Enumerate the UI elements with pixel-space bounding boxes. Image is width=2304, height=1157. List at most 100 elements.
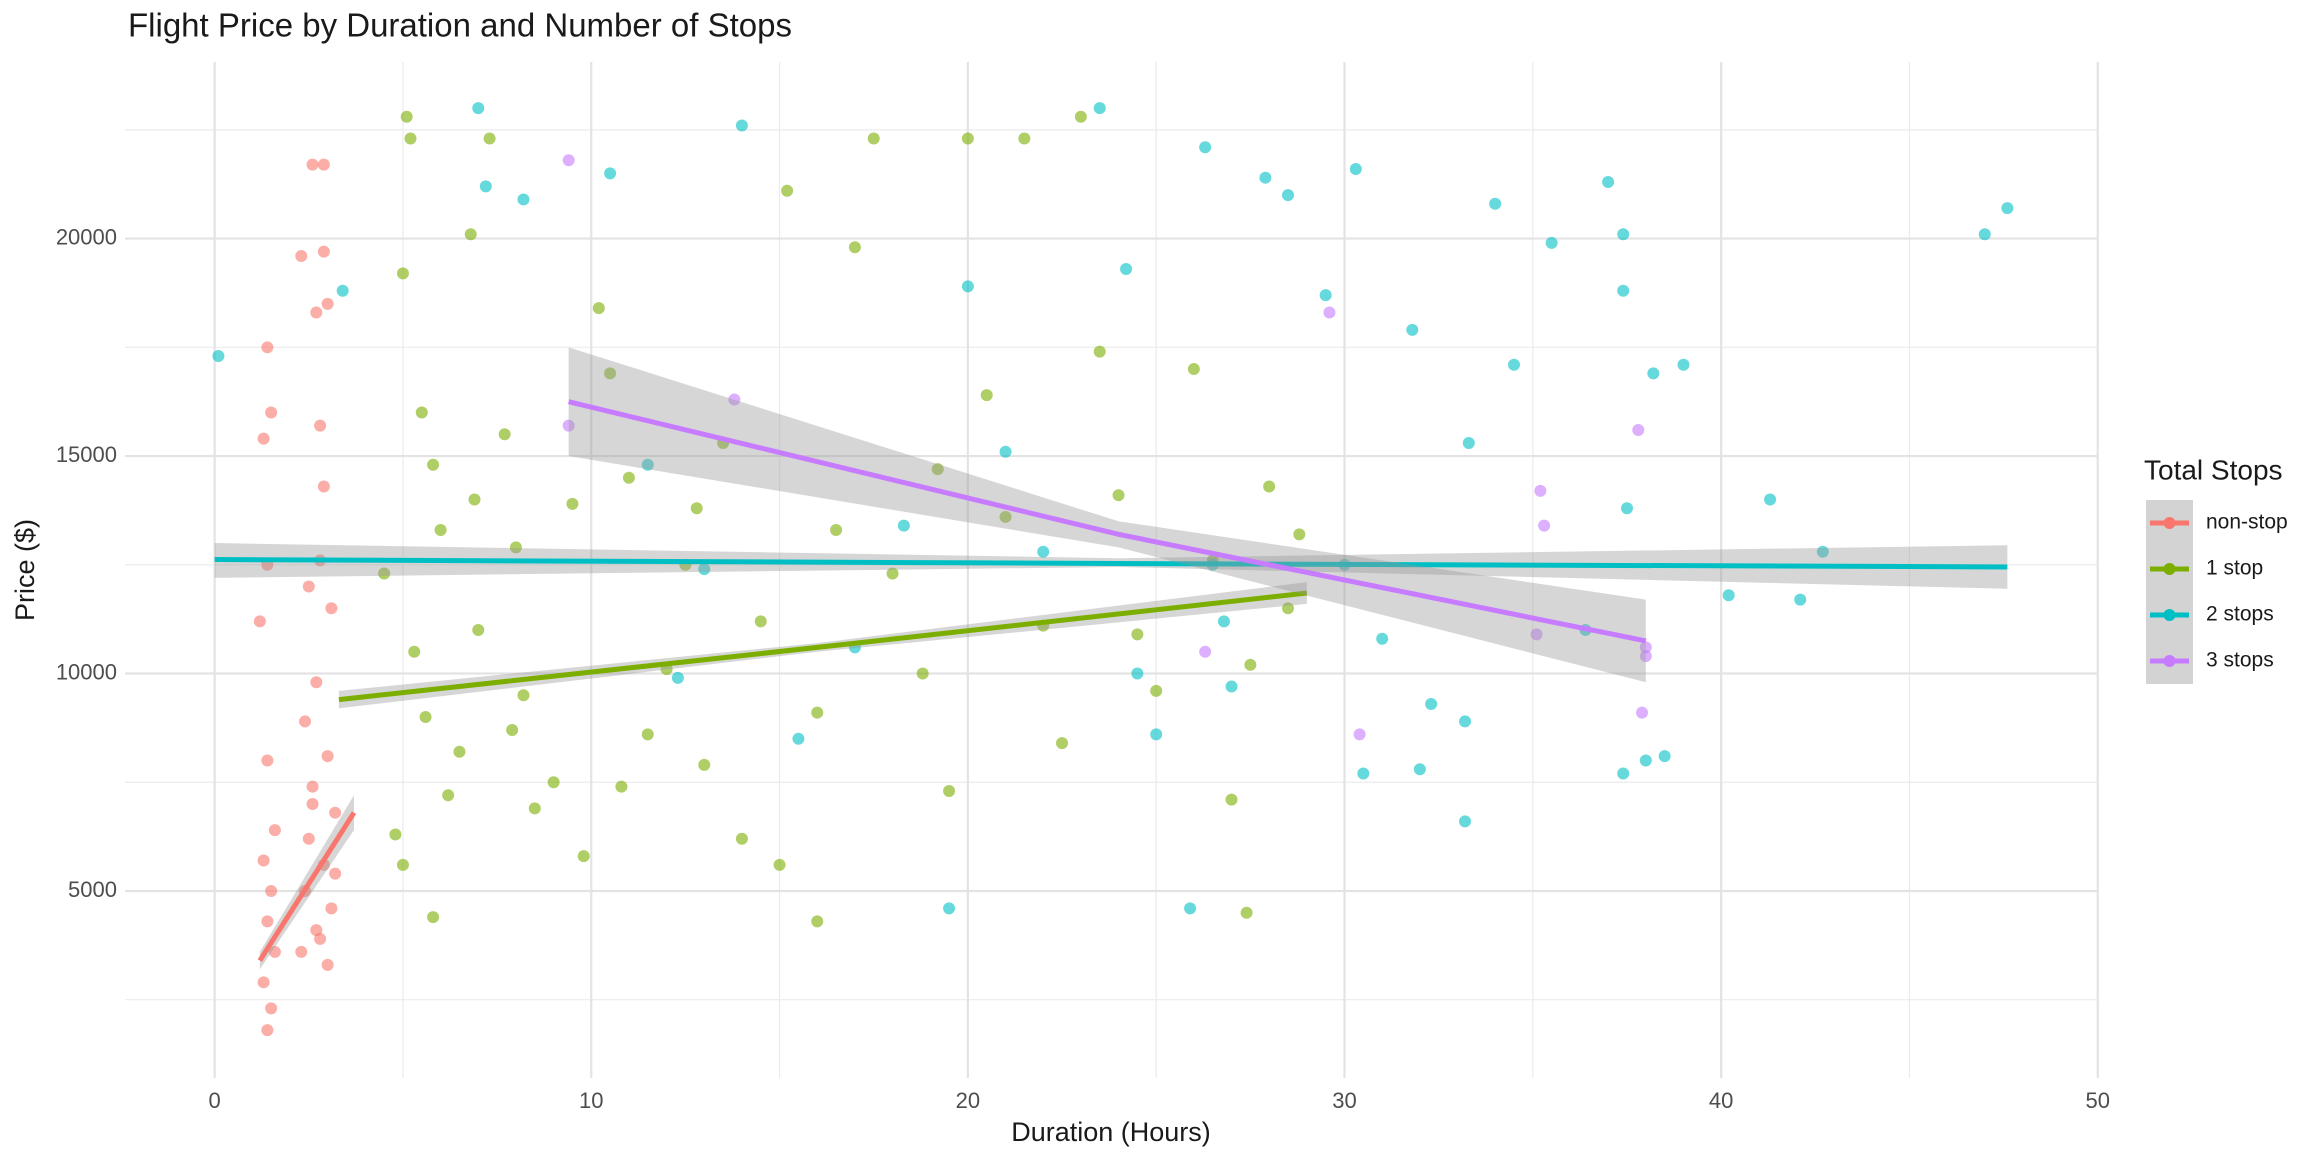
point bbox=[735, 832, 748, 845]
point bbox=[1150, 728, 1163, 741]
point bbox=[257, 854, 270, 867]
point bbox=[961, 132, 974, 145]
point bbox=[400, 110, 413, 123]
point bbox=[811, 915, 824, 928]
point bbox=[1056, 737, 1069, 750]
point bbox=[848, 241, 861, 254]
point bbox=[302, 580, 315, 593]
point bbox=[378, 567, 391, 580]
point bbox=[1658, 750, 1671, 763]
point bbox=[1293, 528, 1306, 541]
trend-line bbox=[214, 557, 2008, 570]
point bbox=[641, 728, 654, 741]
y-axis-title: Price ($) bbox=[10, 519, 40, 621]
legend-dot bbox=[2163, 609, 2176, 621]
point bbox=[517, 689, 530, 702]
point bbox=[1319, 289, 1332, 302]
point bbox=[427, 458, 440, 471]
point bbox=[314, 419, 327, 432]
point bbox=[577, 850, 590, 863]
point bbox=[261, 341, 274, 354]
point bbox=[479, 180, 492, 193]
point bbox=[321, 750, 334, 763]
point bbox=[1459, 715, 1472, 728]
point bbox=[464, 228, 477, 241]
point bbox=[1816, 545, 1829, 558]
point bbox=[1376, 632, 1389, 645]
point bbox=[1639, 754, 1652, 767]
point bbox=[604, 167, 617, 180]
point bbox=[811, 706, 824, 719]
legend-dot bbox=[2163, 563, 2176, 575]
point bbox=[442, 789, 455, 802]
point bbox=[773, 858, 786, 871]
point bbox=[1018, 132, 1031, 145]
point bbox=[943, 784, 956, 797]
point bbox=[1112, 489, 1125, 502]
point bbox=[329, 867, 342, 880]
point bbox=[1199, 645, 1212, 658]
y-tick-label: 15000 bbox=[56, 442, 117, 467]
point bbox=[943, 902, 956, 915]
point bbox=[1617, 228, 1630, 241]
x-tick-label: 0 bbox=[209, 1088, 221, 1113]
point bbox=[321, 958, 334, 971]
legend-label: non-stop bbox=[2206, 511, 2288, 534]
point bbox=[1037, 545, 1050, 558]
point bbox=[1425, 697, 1438, 710]
point bbox=[257, 432, 270, 445]
point bbox=[1244, 658, 1257, 671]
point bbox=[604, 367, 617, 380]
legend-dot bbox=[2163, 655, 2176, 667]
point bbox=[1617, 284, 1630, 297]
y-tick-label: 5000 bbox=[68, 877, 117, 902]
point bbox=[299, 715, 312, 728]
y-tick-label: 20000 bbox=[56, 224, 117, 249]
point bbox=[867, 132, 880, 145]
point bbox=[1217, 615, 1230, 628]
point bbox=[336, 284, 349, 297]
point bbox=[1093, 345, 1106, 358]
point bbox=[317, 245, 330, 258]
point bbox=[830, 523, 843, 536]
point bbox=[306, 797, 319, 810]
point bbox=[268, 945, 281, 958]
point bbox=[317, 480, 330, 493]
point bbox=[396, 858, 409, 871]
y-tick-label: 10000 bbox=[56, 659, 117, 684]
point bbox=[329, 806, 342, 819]
point bbox=[1282, 189, 1295, 202]
point bbox=[310, 676, 323, 689]
trend-line bbox=[568, 399, 1647, 644]
point bbox=[1259, 171, 1272, 184]
x-tick-label: 50 bbox=[2086, 1088, 2110, 1113]
point bbox=[528, 802, 541, 815]
point bbox=[1632, 423, 1645, 436]
point bbox=[321, 297, 334, 310]
point bbox=[434, 523, 447, 536]
point bbox=[1282, 602, 1295, 615]
point bbox=[781, 184, 794, 197]
point bbox=[728, 393, 741, 406]
chart-title: Flight Price by Duration and Number of S… bbox=[128, 7, 792, 44]
trend-line bbox=[257, 811, 357, 962]
point bbox=[1357, 767, 1370, 780]
point bbox=[295, 249, 308, 262]
point bbox=[1620, 502, 1633, 515]
point bbox=[408, 645, 421, 658]
legend-title: Total Stops bbox=[2144, 454, 2283, 485]
point bbox=[1349, 162, 1362, 175]
point bbox=[389, 828, 402, 841]
point bbox=[1639, 650, 1652, 663]
point bbox=[1639, 641, 1652, 654]
point bbox=[1677, 358, 1690, 371]
point bbox=[792, 732, 805, 745]
point bbox=[615, 780, 628, 793]
point bbox=[980, 389, 993, 402]
point bbox=[754, 615, 767, 628]
point bbox=[592, 302, 605, 315]
point bbox=[483, 132, 496, 145]
point bbox=[1545, 236, 1558, 249]
point bbox=[1507, 358, 1520, 371]
point bbox=[886, 567, 899, 580]
